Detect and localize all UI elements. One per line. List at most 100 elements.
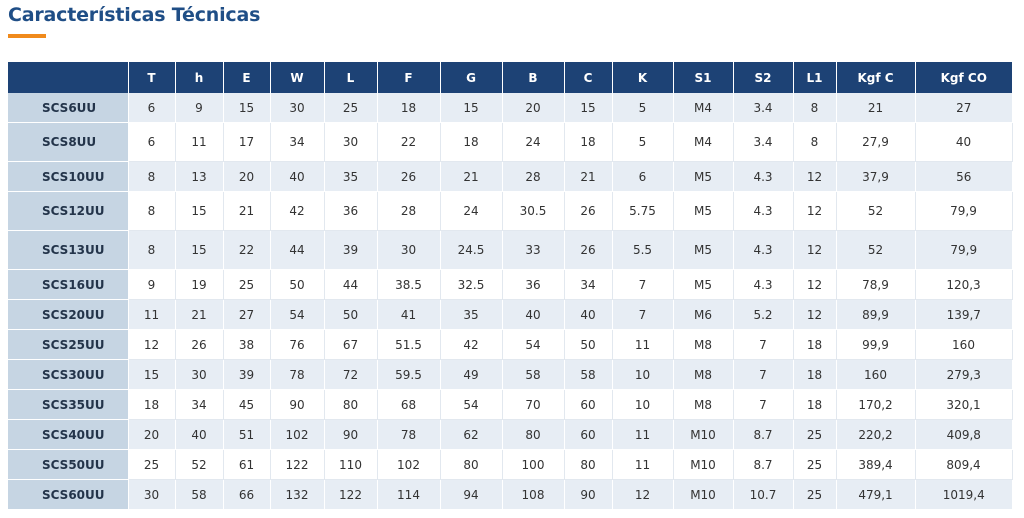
model-cell: SCS50UU — [8, 449, 129, 480]
value-cell: 19 — [175, 269, 224, 300]
header-cell: h — [175, 62, 224, 93]
value-cell: 20 — [502, 93, 565, 123]
value-cell: 60 — [564, 389, 613, 420]
value-cell: 33 — [502, 230, 565, 270]
value-cell: 58 — [502, 359, 565, 390]
value-cell: 5 — [612, 93, 674, 123]
value-cell: 42 — [440, 329, 503, 360]
value-cell: 25 — [223, 269, 271, 300]
header-cell: B — [502, 62, 565, 93]
value-cell: M4 — [673, 93, 734, 123]
value-cell: 54 — [502, 329, 565, 360]
value-cell: 78 — [270, 359, 325, 390]
value-cell: 22 — [377, 122, 441, 162]
value-cell: 15 — [128, 359, 176, 390]
table-row: SCS25UU 12 26 38 76 67 51.5 42 54 50 11 M8 7 18 99,9 16… — [8, 329, 1013, 360]
value-cell: 6 — [128, 122, 176, 162]
header-cell: T — [128, 62, 176, 93]
value-cell: 66 — [223, 479, 271, 510]
value-cell: 18 — [564, 122, 613, 162]
value-cell: 40 — [915, 122, 1013, 162]
value-cell: 27 — [223, 299, 271, 330]
value-cell: 320,1 — [915, 389, 1013, 420]
value-cell: 40 — [270, 161, 325, 192]
value-cell: 78 — [377, 419, 441, 450]
value-cell: 60 — [564, 419, 613, 450]
table-row: SCS12UU 8 15 21 42 36 28 24 30.5 26 5.75 M5 4.3 12 52 7… — [8, 191, 1013, 231]
value-cell: 12 — [128, 329, 176, 360]
table-row: SCS60UU 30 58 66 132 122 114 94 108 90 12 M10 10.7 25… — [8, 479, 1012, 510]
value-cell: 12 — [793, 191, 837, 231]
value-cell: 4.3 — [733, 191, 794, 231]
value-cell: 21 — [836, 93, 916, 123]
value-cell: 40 — [564, 299, 613, 330]
value-cell: 8.7 — [733, 449, 794, 480]
value-cell: 21 — [564, 161, 613, 192]
value-cell: 120,3 — [915, 269, 1013, 300]
value-cell: 12 — [793, 269, 837, 300]
value-cell: 26 — [564, 191, 613, 231]
value-cell: 160 — [836, 359, 916, 390]
value-cell: 32.5 — [440, 269, 503, 300]
header-cell: Kgf CO — [915, 62, 1012, 93]
value-cell: 15 — [175, 191, 224, 231]
value-cell: 122 — [270, 449, 325, 480]
table-row: SCS16UU 9 19 25 50 44 38.5 32.5 36 34 7 M5 4.3 12 78,9… — [8, 269, 1013, 300]
model-cell: SCS13UU — [8, 230, 129, 270]
table-row: SCS50UU 25 52 61 122 110 102 80 100 80 11 M10 8.7 25 3… — [8, 449, 1013, 480]
value-cell: 30 — [324, 122, 378, 162]
page-title: Características Técnicas — [8, 4, 261, 26]
value-cell: 12 — [793, 230, 837, 270]
table-body: SCS6UU 6 9 15 30 25 18 15 20 15 5 M4 3.4 8 21 27 SCS8UU 6… — [8, 93, 1013, 510]
value-cell: M8 — [673, 389, 734, 420]
value-cell: 3.4 — [733, 93, 794, 123]
model-cell: SCS12UU — [8, 191, 129, 231]
value-cell: 279,3 — [915, 359, 1012, 390]
value-cell: 15 — [564, 93, 613, 123]
value-cell: 90 — [270, 389, 325, 420]
value-cell: 62 — [440, 419, 503, 450]
value-cell: 8 — [128, 191, 176, 231]
value-cell: 21 — [223, 191, 271, 231]
value-cell: 12 — [793, 299, 837, 330]
header-cell: S1 — [673, 62, 734, 93]
value-cell: 110 — [324, 449, 378, 480]
table-row: SCS13UU 8 15 22 44 39 30 24.5 33 26 5.5 M5 4.3 12 52 79… — [8, 230, 1012, 270]
value-cell: 56 — [915, 161, 1012, 192]
value-cell: M6 — [673, 299, 734, 330]
value-cell: 42 — [270, 191, 325, 231]
value-cell: M5 — [673, 230, 734, 270]
value-cell: 18 — [128, 389, 176, 420]
value-cell: 409,8 — [915, 419, 1012, 450]
value-cell: 11 — [612, 449, 674, 480]
value-cell: M8 — [673, 329, 734, 360]
value-cell: 34 — [175, 389, 224, 420]
value-cell: 114 — [377, 479, 441, 510]
value-cell: 20 — [128, 419, 176, 450]
value-cell: 10 — [612, 389, 674, 420]
value-cell: 102 — [377, 449, 441, 480]
value-cell: 24 — [440, 191, 503, 231]
value-cell: 35 — [324, 161, 378, 192]
value-cell: M5 — [673, 191, 734, 231]
value-cell: 108 — [502, 479, 565, 510]
table-row: SCS20UU 11 21 27 54 50 41 35 40 40 7 M6 5.2 12 89,9 139… — [8, 299, 1012, 330]
value-cell: 5 — [612, 122, 674, 162]
value-cell: 11 — [612, 329, 674, 360]
value-cell: 52 — [175, 449, 224, 480]
value-cell: 90 — [564, 479, 613, 510]
header-cell: K — [612, 62, 674, 93]
model-cell: SCS16UU — [8, 269, 129, 300]
value-cell: 7 — [733, 359, 794, 390]
value-cell: M8 — [673, 359, 734, 390]
value-cell: 27,9 — [836, 122, 916, 162]
value-cell: 5.5 — [612, 230, 674, 270]
value-cell: 9 — [128, 269, 176, 300]
value-cell: 100 — [502, 449, 565, 480]
value-cell: 139,7 — [915, 299, 1012, 330]
value-cell: 28 — [377, 191, 441, 231]
value-cell: 20 — [223, 161, 271, 192]
value-cell: 8 — [793, 93, 837, 123]
